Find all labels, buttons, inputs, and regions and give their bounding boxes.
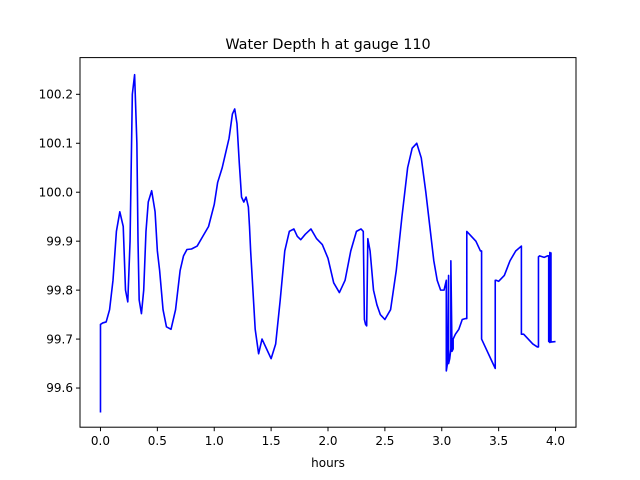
x-axis-ticks: 0.0 0.5 1.0 1.5 2.0 2.5 3.0 3.5 4.0 xyxy=(91,427,565,448)
plot-frame xyxy=(79,57,577,428)
y-tick-label: 99.6 xyxy=(46,381,73,395)
x-tick-label: 3.0 xyxy=(432,434,451,448)
plot-area xyxy=(80,57,576,428)
x-tick-label: 4.0 xyxy=(546,434,565,448)
y-tick-label: 100.0 xyxy=(39,185,73,199)
x-tick-label: 2.5 xyxy=(375,434,394,448)
x-tick-label: 0.5 xyxy=(148,434,167,448)
series-line-0 xyxy=(99,73,556,413)
x-axis-label: hours xyxy=(311,456,345,470)
x-tick-label: 0.0 xyxy=(91,434,110,448)
y-tick-label: 99.8 xyxy=(46,283,73,297)
x-tick-label: 3.5 xyxy=(489,434,508,448)
x-tick-label: 1.5 xyxy=(262,434,281,448)
y-tick-label: 99.9 xyxy=(46,234,73,248)
y-tick-label: 99.7 xyxy=(46,332,73,346)
data-layer xyxy=(99,73,556,413)
x-tick-label: 1.0 xyxy=(205,434,224,448)
y-tick-label: 100.1 xyxy=(39,136,73,150)
chart-title: Water Depth h at gauge 110 xyxy=(225,37,430,53)
y-axis-ticks: 99.6 99.7 99.8 99.9 100.0 100.1 100.2 xyxy=(39,88,80,395)
y-tick-label: 100.2 xyxy=(39,88,73,102)
x-tick-label: 2.0 xyxy=(318,434,337,448)
